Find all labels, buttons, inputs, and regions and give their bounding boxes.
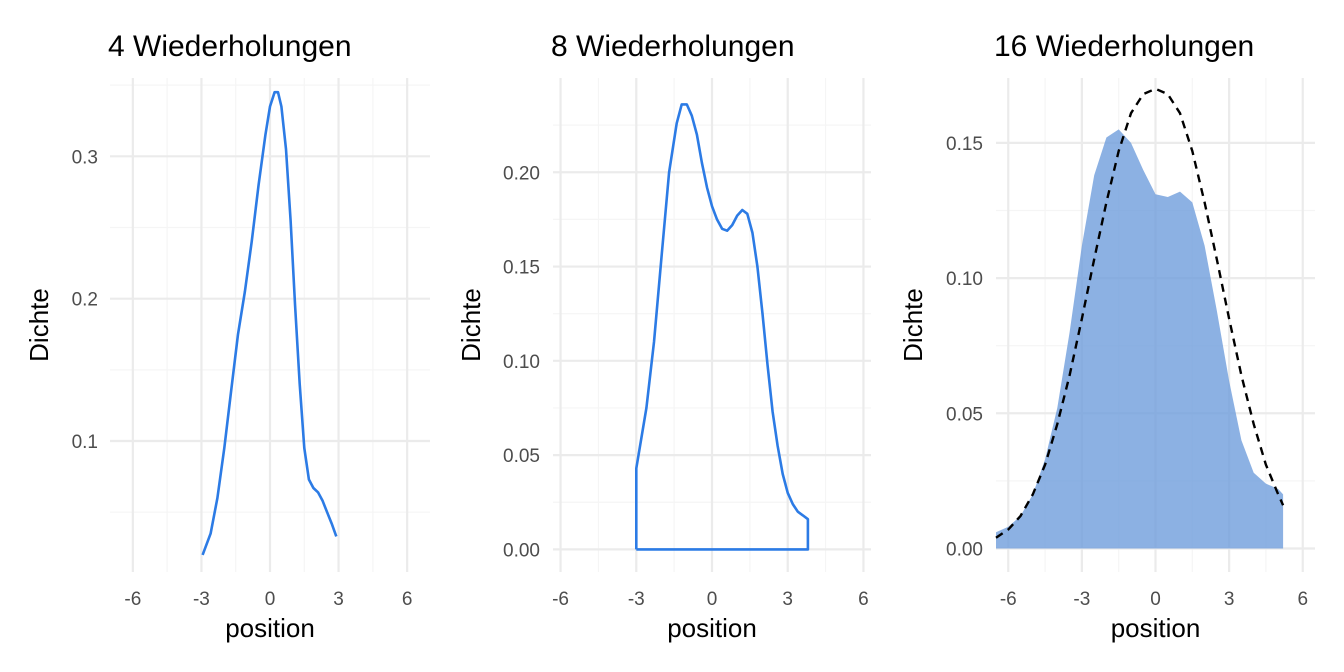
y-tick-label: 0.1 [72, 432, 98, 453]
x-tick-label: 0 [265, 589, 276, 610]
panel-title: 4 Wiederholungen [108, 30, 352, 63]
x-tick-label: -6 [552, 589, 569, 610]
y-tick-label: 0.3 [72, 147, 98, 168]
x-tick-label: 6 [402, 589, 413, 610]
x-tick-label: 3 [782, 589, 793, 610]
y-tick-label: 0.2 [72, 290, 98, 311]
x-tick-label: -3 [1073, 589, 1090, 610]
reference-curve-3 [995, 87, 1285, 539]
y-axis-title: Dichte [898, 288, 928, 362]
y-tick-label: 0.00 [946, 539, 983, 560]
x-tick-label: -3 [628, 589, 645, 610]
density-line-1 [201, 90, 338, 556]
y-tick-label: 0.10 [946, 269, 983, 290]
x-tick-label: -6 [124, 589, 141, 610]
panel-title: 16 Wiederholungen [994, 30, 1254, 63]
x-axis-title: position [225, 613, 315, 643]
x-tick-label: -3 [193, 589, 210, 610]
panel-1: -6 -3 0 3 6 0.1 0.2 0.3 4 Wiederholungen position… [24, 30, 430, 643]
y-axis-title: Dichte [456, 288, 486, 362]
x-tick-label: 6 [1297, 589, 1308, 610]
y-axis-title: Dichte [24, 288, 54, 362]
y-tick-label: 0.10 [503, 352, 540, 373]
panel-title: 8 Wiederholungen [551, 30, 795, 63]
x-tick-label: 3 [1224, 589, 1235, 610]
x-tick-label: 3 [333, 589, 344, 610]
x-axis-title: position [667, 613, 757, 643]
x-tick-label: 6 [858, 589, 869, 610]
panel-3: -6 -3 0 3 6 0.00 0.05 0.10 0.15 16 Wiederholungen… [898, 30, 1315, 643]
density-outline-2 [634, 103, 810, 551]
y-tick-label: 0.20 [503, 163, 540, 184]
y-tick-label: 0.05 [946, 404, 983, 425]
x-axis-title: position [1111, 613, 1201, 643]
x-tick-label: 0 [1150, 589, 1161, 610]
density-area-3 [996, 129, 1284, 549]
x-tick-label: 0 [707, 589, 718, 610]
x-tick-label: -6 [1000, 589, 1017, 610]
y-tick-label: 0.00 [503, 540, 540, 561]
y-tick-label: 0.15 [946, 134, 983, 155]
panel-2: -6 -3 0 3 6 0.00 0.05 0.10 0.15 0.20 8 Wiederholun… [456, 30, 871, 643]
y-tick-label: 0.05 [503, 446, 540, 467]
y-tick-label: 0.15 [503, 258, 540, 279]
